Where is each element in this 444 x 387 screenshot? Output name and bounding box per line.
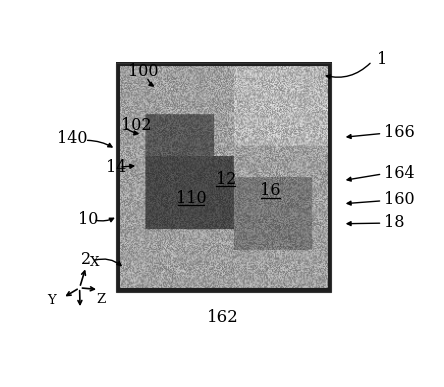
Text: 16: 16 xyxy=(260,182,281,199)
Text: 10: 10 xyxy=(78,211,99,228)
Text: 18: 18 xyxy=(384,214,404,231)
Text: 166: 166 xyxy=(384,124,415,141)
Text: Y: Y xyxy=(48,295,56,307)
Text: 160: 160 xyxy=(384,192,415,209)
Text: 1: 1 xyxy=(377,51,388,68)
Bar xyxy=(116,63,331,292)
Text: 110: 110 xyxy=(176,190,207,207)
Text: 162: 162 xyxy=(206,309,238,326)
Text: 102: 102 xyxy=(121,117,151,134)
Text: 100: 100 xyxy=(128,63,159,80)
Text: 164: 164 xyxy=(384,164,415,182)
Text: Z: Z xyxy=(96,293,105,306)
Text: 12: 12 xyxy=(216,171,236,188)
Text: 2: 2 xyxy=(81,251,91,268)
Text: X: X xyxy=(90,255,99,269)
Text: 140: 140 xyxy=(57,130,88,147)
Text: 14: 14 xyxy=(106,159,126,176)
